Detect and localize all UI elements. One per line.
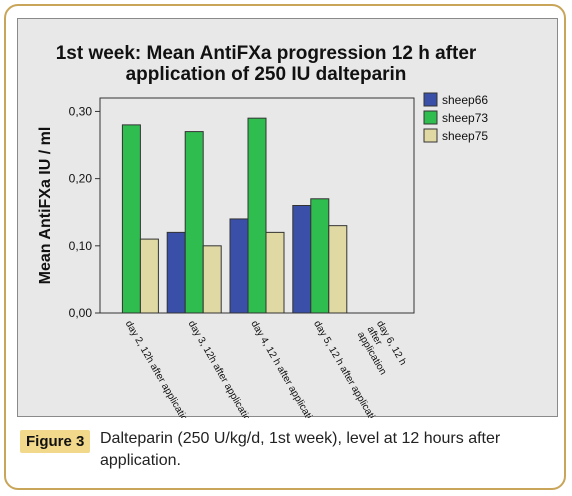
y-tick-label: 0,20	[69, 172, 93, 186]
bar-sheep73	[184, 131, 204, 314]
caption-text: Dalteparin (250 U/kg/d, 1st week), level…	[100, 430, 501, 469]
bar-sheep73	[121, 124, 141, 314]
legend-swatch-sheep75	[423, 128, 438, 143]
legend-swatch-sheep73	[423, 110, 438, 125]
bar-sheep75	[265, 231, 285, 314]
x-tick-label-line: day 4, 12 h after application	[248, 319, 319, 418]
bar-chart: 1st week: Mean AntiFXa progression 12 h …	[37, 43, 488, 418]
bar-sheep66	[292, 205, 312, 314]
bar-sheep75	[202, 245, 222, 314]
x-tick-label: day 2, 12h after application	[123, 319, 193, 418]
bar-sheep66	[229, 218, 249, 314]
legend-label-sheep75: sheep75	[442, 129, 488, 143]
bar-sheep73	[247, 117, 267, 314]
chart-title-line: application of 250 IU dalteparin	[126, 64, 407, 85]
bar-sheep66	[166, 231, 186, 314]
bar-sheep75	[328, 225, 348, 314]
chart-title-line: 1st week: Mean AntiFXa progression 12 h …	[56, 43, 477, 64]
x-tick-label: day 3, 12h after application	[186, 319, 256, 418]
legend-label-sheep66: sheep66	[442, 93, 488, 107]
figure-label: Figure 3	[20, 430, 91, 453]
y-axis-label: Mean AntiFXa IU / ml	[37, 127, 54, 285]
legend-swatch-sheep66	[423, 92, 438, 107]
bar-sheep73	[310, 198, 330, 314]
y-tick-label: 0,00	[69, 306, 93, 320]
x-tick-label-line: day 2, 12h after application	[123, 319, 193, 418]
x-tick-label-line: day 3, 12h after application	[186, 319, 256, 418]
x-tick-label: day 4, 12 h after application	[248, 319, 319, 418]
y-tick-label: 0,10	[69, 239, 93, 253]
legend-label-sheep73: sheep73	[442, 111, 488, 125]
figure-caption: Figure 3 Dalteparin (250 U/kg/d, 1st wee…	[20, 426, 560, 476]
chart-area: 1st week: Mean AntiFXa progression 12 h …	[17, 18, 558, 418]
bar-sheep75	[139, 238, 159, 314]
y-tick-label: 0,30	[69, 104, 93, 118]
